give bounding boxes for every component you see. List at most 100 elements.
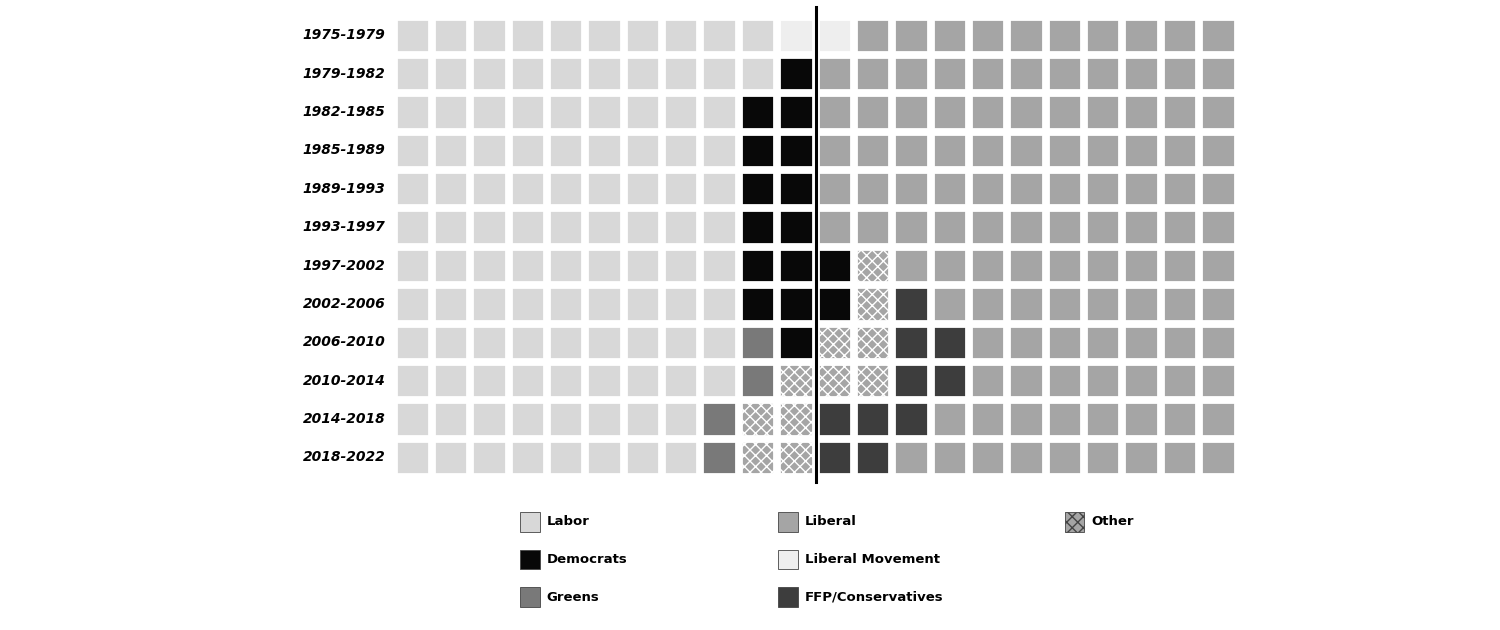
Bar — [818, 326, 850, 359]
Bar — [970, 326, 1005, 359]
Bar — [894, 57, 927, 90]
Bar — [472, 326, 506, 359]
Bar — [1162, 210, 1196, 244]
Bar — [1162, 19, 1196, 52]
Bar — [1202, 364, 1234, 398]
Bar — [588, 287, 621, 321]
Bar — [433, 134, 468, 167]
Bar — [472, 57, 506, 90]
Bar — [396, 95, 429, 129]
Bar — [1086, 210, 1119, 244]
Bar — [702, 249, 736, 282]
Bar — [664, 249, 698, 282]
Bar — [741, 19, 774, 52]
Bar — [588, 249, 621, 282]
Text: 1989-1993: 1989-1993 — [303, 182, 386, 196]
Bar — [510, 19, 544, 52]
Bar — [856, 172, 889, 205]
Bar — [396, 403, 429, 435]
Bar — [472, 95, 506, 129]
Bar — [818, 95, 850, 129]
Text: 1982-1985: 1982-1985 — [303, 105, 386, 119]
Text: 2014-2018: 2014-2018 — [303, 412, 386, 426]
Bar — [741, 134, 774, 167]
Bar — [520, 512, 540, 532]
Bar — [588, 364, 621, 398]
Bar — [510, 172, 544, 205]
Bar — [818, 249, 850, 282]
Bar — [549, 134, 582, 167]
Bar — [933, 134, 966, 167]
Bar — [702, 95, 736, 129]
Bar — [818, 403, 850, 435]
Bar — [894, 364, 927, 398]
Bar — [818, 57, 850, 90]
Bar — [970, 210, 1005, 244]
Bar — [778, 249, 813, 282]
Bar — [664, 326, 698, 359]
Text: Liberal Movement: Liberal Movement — [806, 553, 940, 566]
Bar — [1086, 172, 1119, 205]
Bar — [549, 287, 582, 321]
Bar — [520, 587, 540, 607]
Bar — [1010, 210, 1042, 244]
Text: 2006-2010: 2006-2010 — [303, 335, 386, 349]
Bar — [1010, 134, 1042, 167]
Bar — [510, 134, 544, 167]
Text: 1993-1997: 1993-1997 — [303, 220, 386, 234]
Bar — [1162, 95, 1196, 129]
Bar — [1010, 57, 1042, 90]
Bar — [664, 172, 698, 205]
Bar — [778, 587, 798, 607]
Bar — [778, 326, 813, 359]
Bar — [626, 440, 658, 474]
Text: 1975-1979: 1975-1979 — [303, 28, 386, 42]
Bar — [1047, 287, 1082, 321]
Bar — [970, 403, 1005, 435]
Bar — [1202, 287, 1234, 321]
Bar — [894, 403, 927, 435]
Bar — [778, 403, 813, 435]
Bar — [970, 19, 1005, 52]
Text: 2010-2014: 2010-2014 — [303, 374, 386, 387]
Bar — [1047, 19, 1082, 52]
Bar — [588, 440, 621, 474]
Text: Labor: Labor — [546, 515, 590, 529]
Bar — [818, 134, 850, 167]
Text: 2018-2022: 2018-2022 — [303, 450, 386, 464]
Bar — [396, 172, 429, 205]
Bar — [1047, 326, 1082, 359]
Bar — [970, 440, 1005, 474]
Bar — [702, 440, 736, 474]
Bar — [396, 287, 429, 321]
Bar — [1047, 210, 1082, 244]
Bar — [1065, 512, 1084, 532]
Bar — [396, 210, 429, 244]
Bar — [433, 249, 468, 282]
Bar — [1047, 134, 1082, 167]
Bar — [396, 134, 429, 167]
Bar — [1010, 326, 1042, 359]
Bar — [510, 95, 544, 129]
Bar — [1010, 287, 1042, 321]
Bar — [933, 210, 966, 244]
Bar — [1086, 287, 1119, 321]
Bar — [741, 403, 774, 435]
Bar — [741, 249, 774, 282]
Bar — [818, 19, 850, 52]
Bar — [933, 440, 966, 474]
Bar — [664, 287, 698, 321]
Bar — [856, 57, 889, 90]
Bar — [970, 172, 1005, 205]
Bar — [818, 440, 850, 474]
Bar — [702, 364, 736, 398]
Bar — [818, 172, 850, 205]
Bar — [626, 326, 658, 359]
Bar — [1202, 249, 1234, 282]
Bar — [894, 134, 927, 167]
Bar — [1010, 95, 1042, 129]
Bar — [1202, 19, 1234, 52]
Bar — [778, 57, 813, 90]
Bar — [472, 134, 506, 167]
Bar — [549, 57, 582, 90]
